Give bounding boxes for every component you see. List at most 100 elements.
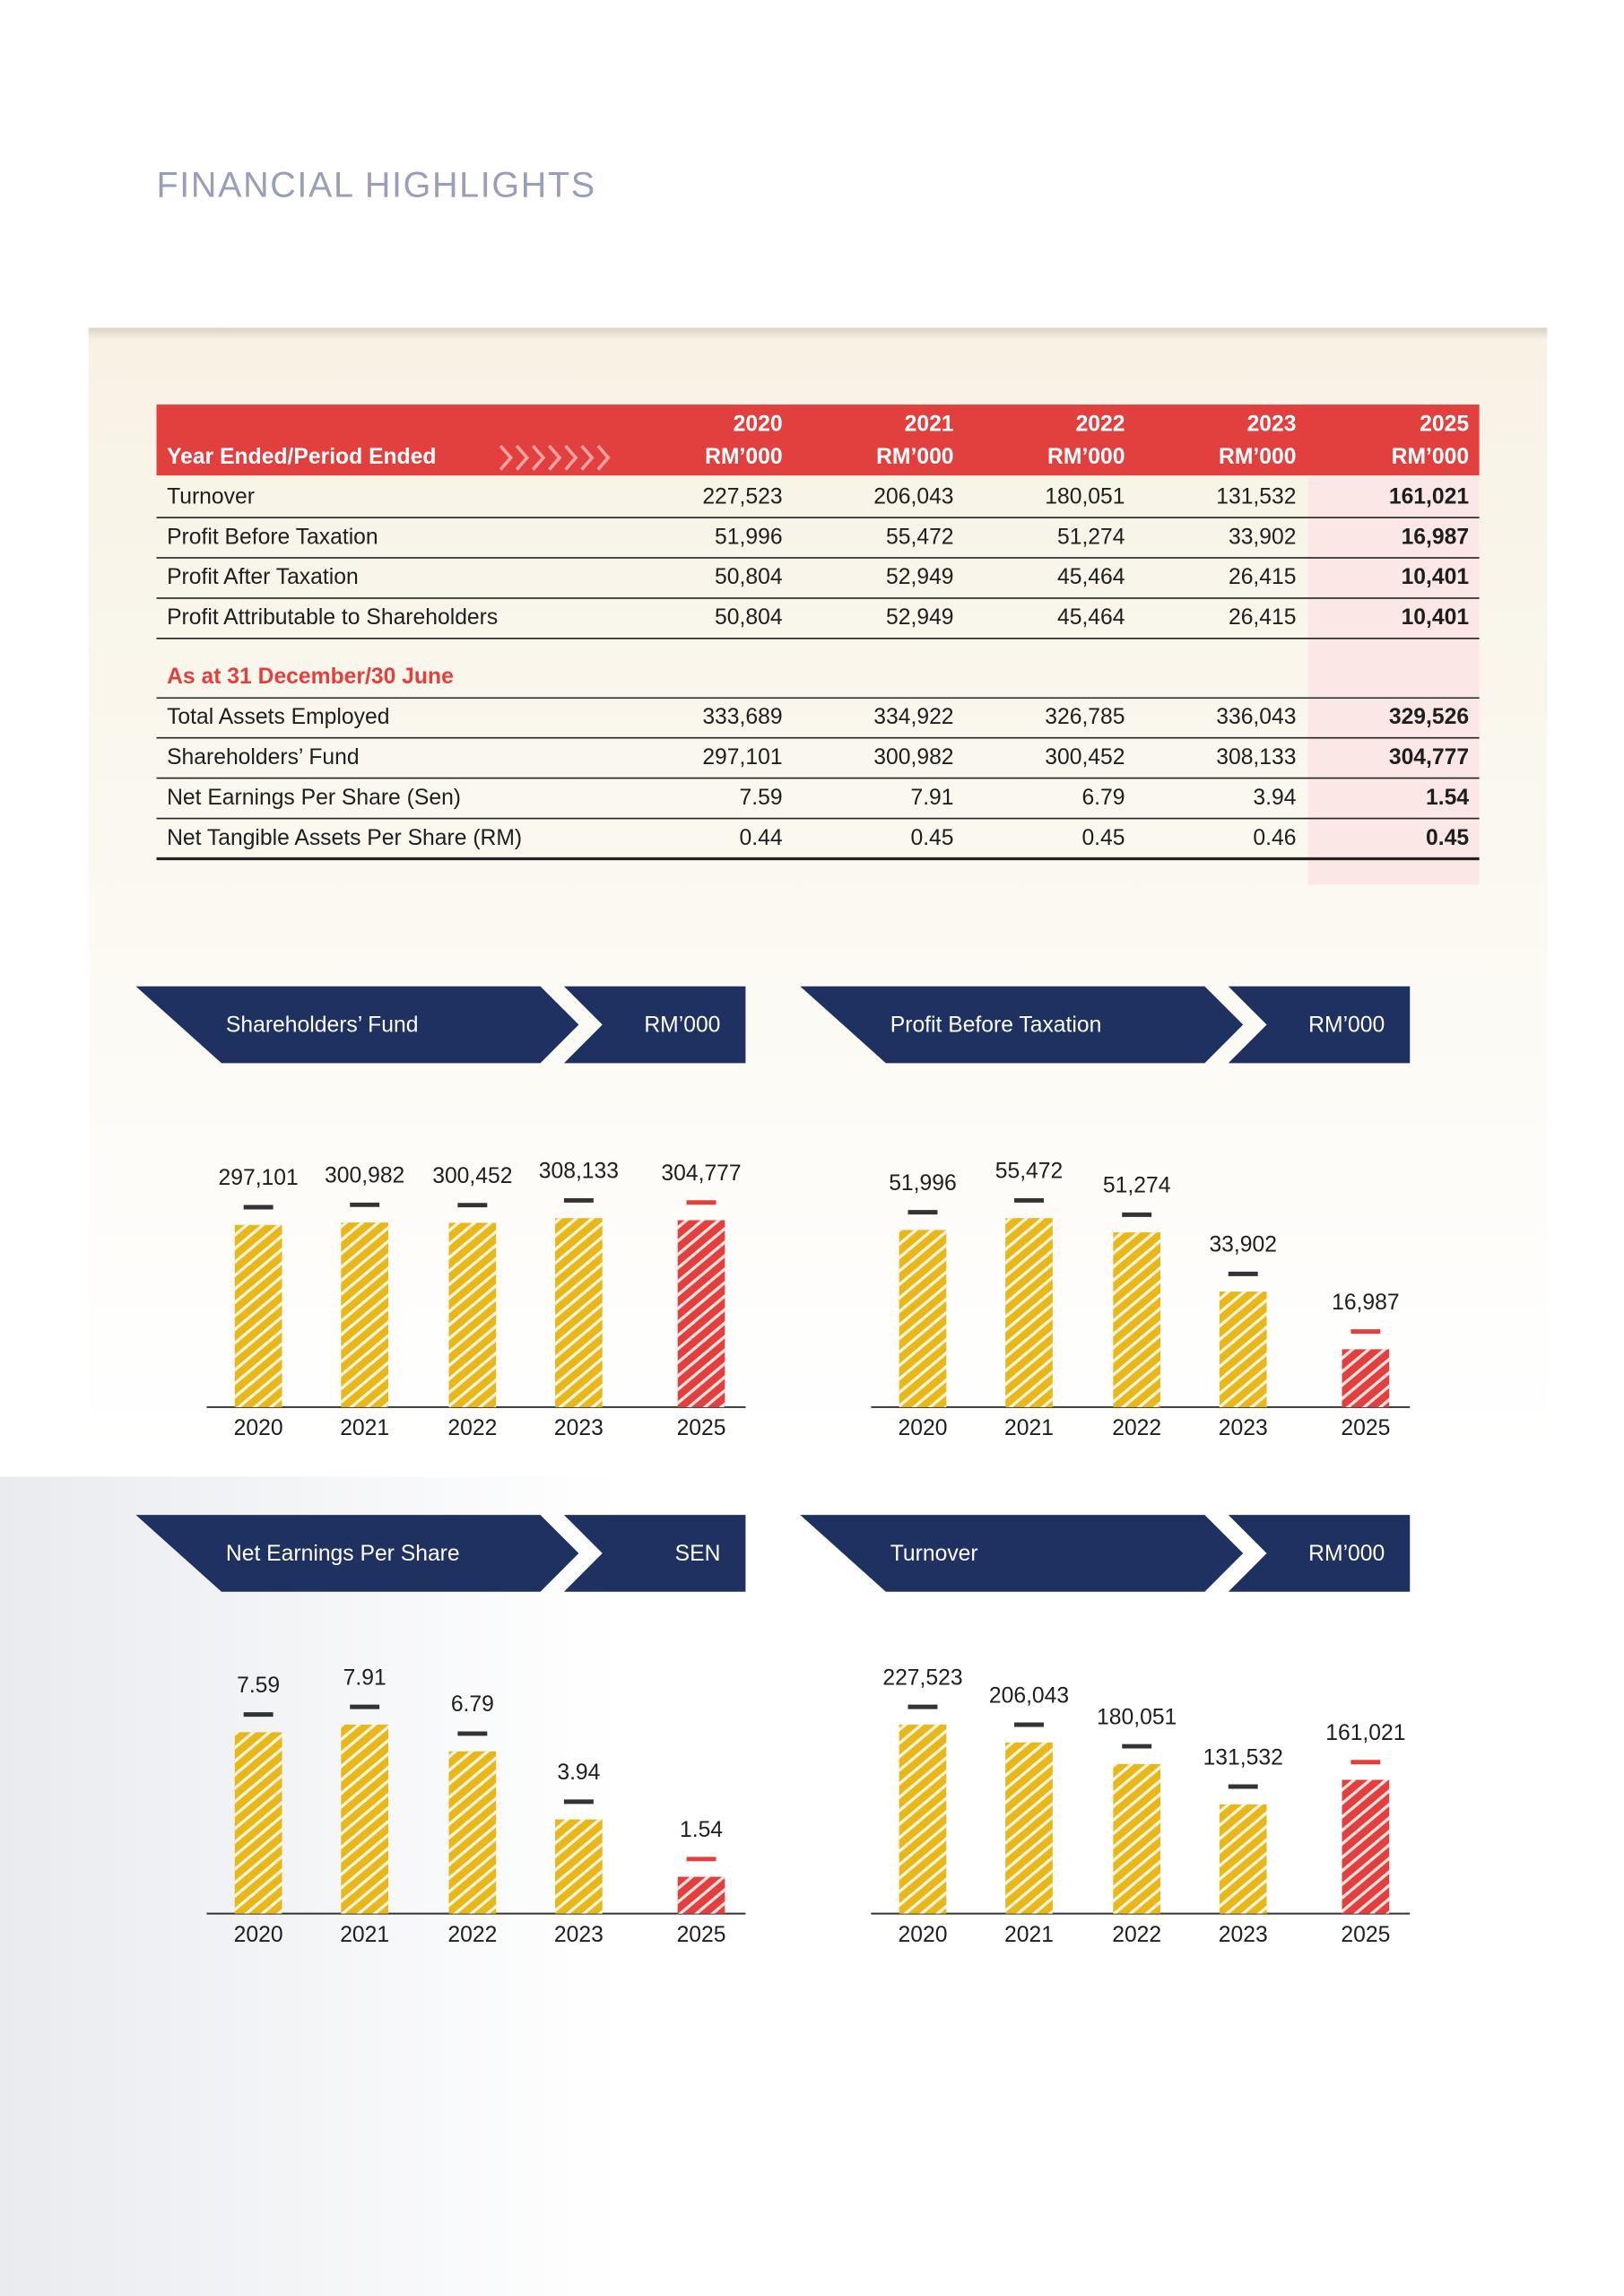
value-label: 300,452: [432, 1164, 512, 1188]
chart: Shareholders’ Fund RM’000 297,101 2020 300,9…: [135, 986, 746, 1440]
column-unit: RM’000: [876, 445, 953, 469]
section-heading: As at 31 December/30 June: [167, 665, 454, 689]
cell-value: 300,982: [873, 745, 953, 770]
cell-value: 10,401: [1402, 565, 1470, 589]
cell-value: 161,021: [1389, 484, 1470, 509]
bar-hatch: [234, 1732, 282, 1914]
bar-hatch: [1219, 1292, 1267, 1407]
column-unit: RM’000: [1047, 445, 1125, 469]
cell-value: 304,777: [1389, 745, 1469, 770]
chart-unit: RM’000: [1308, 1013, 1385, 1038]
cell-value: 52,949: [886, 565, 954, 589]
bar-hatch: [1219, 1804, 1267, 1914]
cell-value: 326,785: [1045, 705, 1125, 729]
unit-header: [563, 986, 746, 1064]
cell-value: 334,922: [873, 705, 953, 729]
column-year: 2020: [734, 413, 783, 437]
value-label: 308,133: [539, 1160, 619, 1184]
cell-value: 180,051: [1045, 484, 1125, 509]
value-label: 51,996: [889, 1171, 957, 1196]
value-label: 3.94: [557, 1761, 600, 1785]
cell-value: 52,949: [886, 605, 954, 630]
bar-hatch: [677, 1220, 725, 1407]
bar-hatch: [899, 1724, 947, 1914]
cell-value: 0.45: [1426, 826, 1469, 850]
value-label: 6.79: [451, 1692, 494, 1717]
bar-hatch: [341, 1222, 389, 1407]
x-tick-label: 2023: [554, 1923, 604, 1947]
value-label: 300,982: [325, 1164, 404, 1188]
cell-value: 33,902: [1229, 525, 1297, 549]
bar-hatch: [448, 1222, 497, 1407]
row-label: Total Assets Employed: [167, 705, 389, 729]
value-label: 51,274: [1103, 1174, 1171, 1198]
cell-value: 50,804: [715, 605, 783, 630]
chart-unit: SEN: [675, 1542, 721, 1566]
cell-value: 206,043: [873, 484, 953, 509]
row-label: Shareholders’ Fund: [167, 745, 360, 770]
x-tick-label: 2025: [677, 1416, 726, 1440]
cell-value: 297,101: [702, 745, 782, 770]
value-label: 1.54: [680, 1818, 723, 1842]
row-label: Turnover: [167, 484, 255, 509]
bar-hatch: [677, 1876, 725, 1914]
chart: Profit Before Taxation RM’000 51,996 2020 55…: [800, 986, 1411, 1440]
column-year: 2023: [1247, 413, 1297, 437]
chart-title: Shareholders’ Fund: [226, 1013, 419, 1038]
cell-value: 10,401: [1402, 605, 1470, 630]
column-unit: RM’000: [1219, 445, 1296, 469]
chart-header: [800, 1515, 1244, 1592]
value-label: 16,987: [1332, 1291, 1400, 1315]
row-label: Profit After Taxation: [167, 565, 359, 589]
cell-value: 51,274: [1057, 525, 1125, 549]
cell-value: 16,987: [1402, 525, 1470, 549]
cell-value: 45,464: [1057, 565, 1125, 589]
page-title: FINANCIAL HIGHLIGHTS: [157, 166, 596, 205]
row-label: Profit Before Taxation: [167, 525, 378, 549]
bar-hatch: [234, 1224, 282, 1407]
chart-unit: RM’000: [644, 1013, 720, 1038]
x-tick-label: 2025: [1341, 1416, 1390, 1440]
x-tick-label: 2023: [1219, 1923, 1268, 1947]
value-label: 7.59: [237, 1674, 280, 1698]
cell-value: 26,415: [1229, 565, 1297, 589]
x-tick-label: 2021: [1004, 1416, 1054, 1440]
bar-hatch: [899, 1230, 947, 1407]
column-unit: RM’000: [1392, 445, 1469, 469]
charts: Shareholders’ Fund RM’000 297,101 2020 300,9…: [135, 986, 1411, 1947]
chart-header: [800, 986, 1244, 1064]
background-fade: [0, 1476, 1034, 2296]
value-label: 33,902: [1209, 1233, 1277, 1257]
bar-hatch: [1113, 1232, 1161, 1407]
cell-value: 333,689: [702, 705, 782, 729]
cell-value: 329,526: [1389, 705, 1469, 729]
x-tick-label: 2023: [1219, 1416, 1268, 1440]
cell-value: 50,804: [715, 565, 783, 589]
cell-value: 26,415: [1229, 605, 1297, 630]
bar-hatch: [448, 1751, 497, 1914]
cell-value: 336,043: [1216, 705, 1296, 729]
unit-header: [563, 1515, 746, 1592]
bar-hatch: [1005, 1742, 1053, 1914]
x-tick-label: 2021: [1004, 1923, 1054, 1947]
cell-value: 51,996: [715, 525, 783, 549]
bar-hatch: [1113, 1763, 1161, 1914]
x-tick-label: 2020: [234, 1416, 283, 1440]
x-tick-label: 2022: [1112, 1416, 1161, 1440]
cell-value: 6.79: [1081, 786, 1125, 810]
cell-value: 308,133: [1216, 745, 1296, 770]
column-year: 2022: [1076, 413, 1125, 437]
table-header-band: [156, 404, 1480, 476]
cell-value: 227,523: [702, 484, 782, 509]
value-label: 7.91: [343, 1665, 386, 1690]
table-header-label: Year Ended/Period Ended: [167, 445, 436, 469]
value-label: 304,777: [661, 1161, 741, 1186]
bar-hatch: [1005, 1218, 1053, 1407]
cell-value: 1.54: [1426, 786, 1469, 810]
chart: Net Earnings Per Share SEN 7.59 2020 7.91 202…: [135, 1515, 746, 1947]
value-label: 131,532: [1203, 1745, 1283, 1770]
panel-background: [88, 327, 1548, 1450]
value-label: 206,043: [989, 1683, 1069, 1708]
cell-value: 131,532: [1216, 484, 1296, 509]
table: 2020 RM’000 2021 RM’000 2022 RM’000 2023 RM’000…: [156, 413, 1480, 861]
